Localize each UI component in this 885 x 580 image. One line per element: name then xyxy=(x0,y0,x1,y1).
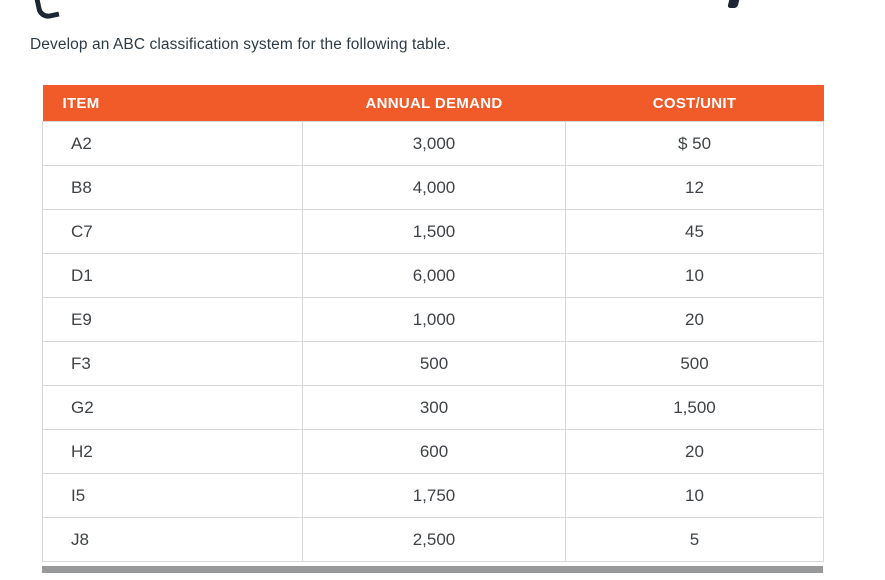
demand-cell: 2,500 xyxy=(302,517,566,562)
item-cell: D1 xyxy=(42,253,303,298)
demand-cell: 3,000 xyxy=(302,121,566,166)
item-cell: J8 xyxy=(42,517,303,562)
cost-cell: 20 xyxy=(565,297,824,342)
table-row: G2 300 1,500 xyxy=(42,385,824,430)
cost-cell: 45 xyxy=(565,209,824,254)
abc-table-container: ITEM ANNUAL DEMAND COST/UNIT A2 3,000 $ … xyxy=(42,85,824,562)
item-cell: E9 xyxy=(42,297,303,342)
abc-table: ITEM ANNUAL DEMAND COST/UNIT A2 3,000 $ … xyxy=(42,85,824,562)
table-row: F3 500 500 xyxy=(42,341,824,386)
cropped-text-fragment-left xyxy=(33,0,60,21)
table-row: B8 4,000 12 xyxy=(42,165,824,210)
table-row: E9 1,000 20 xyxy=(42,297,824,342)
cost-cell: 1,500 xyxy=(565,385,824,430)
item-cell: I5 xyxy=(42,473,303,518)
item-cell: G2 xyxy=(42,385,303,430)
table-row: D1 6,000 10 xyxy=(42,253,824,298)
table-row: H2 600 20 xyxy=(42,429,824,474)
cost-cell: 20 xyxy=(565,429,824,474)
item-cell: A2 xyxy=(42,121,303,166)
demand-cell: 4,000 xyxy=(302,165,566,210)
demand-cell: 1,500 xyxy=(302,209,566,254)
cost-cell: $ 50 xyxy=(565,121,824,166)
demand-cell: 1,750 xyxy=(302,473,566,518)
item-cell: C7 xyxy=(42,209,303,254)
header-cost-unit: COST/UNIT xyxy=(565,85,824,122)
item-cell: F3 xyxy=(42,341,303,386)
cost-cell: 10 xyxy=(565,473,824,518)
demand-cell: 500 xyxy=(302,341,566,386)
table-row: I5 1,750 10 xyxy=(42,473,824,518)
cost-cell: 12 xyxy=(565,165,824,210)
item-cell: B8 xyxy=(42,165,303,210)
header-annual-demand: ANNUAL DEMAND xyxy=(302,85,566,122)
question-text: Develop an ABC classification system for… xyxy=(30,36,451,53)
table-header-row: ITEM ANNUAL DEMAND COST/UNIT xyxy=(42,85,824,122)
item-cell: H2 xyxy=(42,429,303,474)
table-bottom-border xyxy=(42,566,823,573)
demand-cell: 300 xyxy=(302,385,566,430)
header-item: ITEM xyxy=(42,85,303,122)
cost-cell: 5 xyxy=(565,517,824,562)
cropped-text-fragment-right xyxy=(727,0,741,8)
cost-cell: 500 xyxy=(565,341,824,386)
demand-cell: 1,000 xyxy=(302,297,566,342)
table-row: A2 3,000 $ 50 xyxy=(42,121,824,166)
table-row: C7 1,500 45 xyxy=(42,209,824,254)
cost-cell: 10 xyxy=(565,253,824,298)
demand-cell: 600 xyxy=(302,429,566,474)
table-row: J8 2,500 5 xyxy=(42,517,824,562)
demand-cell: 6,000 xyxy=(302,253,566,298)
